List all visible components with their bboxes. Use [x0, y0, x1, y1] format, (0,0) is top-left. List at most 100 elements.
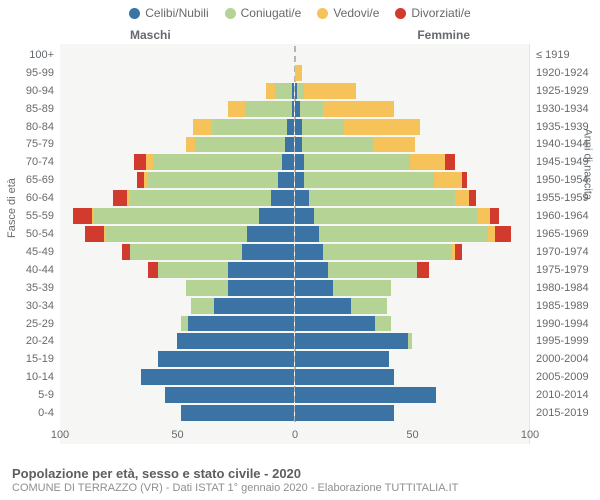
x-tick: 100 [521, 429, 539, 441]
bar-male-coniugati [181, 316, 188, 332]
bar-male-divorziati [134, 154, 146, 170]
bar-male-celibi [181, 405, 294, 421]
age-label: 70-74 [0, 153, 58, 171]
bar-male-coniugati [130, 190, 271, 206]
bar-female-celibi [295, 226, 319, 242]
legend: Celibi/Nubili Coniugati/e Vedovi/e Divorzia… [0, 6, 600, 22]
birth-label: 2010-2014 [532, 386, 600, 404]
bar-male-divorziati [85, 226, 104, 242]
bar-male-celibi [158, 351, 294, 367]
bar-male-coniugati [148, 172, 277, 188]
pyramid-row [60, 279, 529, 297]
birth-label: 1925-1929 [532, 82, 600, 100]
age-label: 75-79 [0, 136, 58, 154]
birth-label: ≤ 1919 [532, 46, 600, 64]
age-label: 30-34 [0, 297, 58, 315]
bar-male-celibi [188, 316, 294, 332]
bar-female-coniugati [333, 280, 392, 296]
chart-area: 10050050100 [60, 44, 530, 444]
birth-label: 1945-1949 [532, 153, 600, 171]
birth-label: 1995-1999 [532, 332, 600, 350]
bar-male-divorziati [137, 172, 144, 188]
bar-male-celibi [282, 154, 294, 170]
birth-label: 2000-2004 [532, 350, 600, 368]
bar-female-celibi [295, 119, 302, 135]
bar-female-celibi [295, 137, 302, 153]
bar-male-celibi [177, 333, 295, 349]
bar-female-vedovi [304, 83, 356, 99]
bar-female-celibi [295, 208, 314, 224]
bar-male-coniugati [275, 83, 291, 99]
birth-label: 2015-2019 [532, 404, 600, 422]
age-label: 25-29 [0, 315, 58, 333]
bar-female-vedovi [478, 208, 490, 224]
bar-male-coniugati [212, 119, 287, 135]
bar-male-vedovi [144, 172, 149, 188]
bar-male-celibi [259, 208, 294, 224]
pyramid-row [60, 118, 529, 136]
x-axis: 10050050100 [60, 424, 529, 444]
bar-female-vedovi [410, 154, 445, 170]
bar-female-coniugati [302, 119, 344, 135]
bar-female-celibi [295, 190, 309, 206]
chart-subtitle: COMUNE DI TERRAZZO (VR) - Dati ISTAT 1° … [12, 482, 588, 494]
birth-label: 1935-1939 [532, 118, 600, 136]
birth-label: 1975-1979 [532, 261, 600, 279]
birth-axis: ≤ 19191920-19241925-19291930-19341935-19… [532, 44, 600, 444]
bar-male-divorziati [148, 262, 157, 278]
age-label: 10-14 [0, 368, 58, 386]
bar-female-celibi [295, 172, 304, 188]
bar-female-vedovi [455, 190, 469, 206]
label-female: Femmine [417, 28, 470, 42]
age-label: 50-54 [0, 225, 58, 243]
bar-male-vedovi [127, 190, 129, 206]
age-label: 60-64 [0, 189, 58, 207]
birth-label: 1965-1969 [532, 225, 600, 243]
age-label: 90-94 [0, 82, 58, 100]
age-label: 20-24 [0, 332, 58, 350]
x-tick: 50 [406, 429, 418, 441]
legend-label: Coniugati/e [241, 6, 302, 20]
legend-item: Divorziati/e [395, 6, 470, 20]
birth-label: 1980-1984 [532, 279, 600, 297]
bar-male-vedovi [104, 226, 106, 242]
bar-male-divorziati [73, 208, 92, 224]
pyramid-row [60, 64, 529, 82]
birth-label: 1970-1974 [532, 243, 600, 261]
pyramid-row [60, 153, 529, 171]
pyramid-row [60, 46, 529, 64]
bar-female-coniugati [297, 83, 304, 99]
birth-label: 2005-2009 [532, 368, 600, 386]
bar-female-coniugati [302, 137, 373, 153]
bar-female-divorziati [462, 172, 467, 188]
birth-label: 1940-1944 [532, 136, 600, 154]
age-label: 80-84 [0, 118, 58, 136]
legend-item: Celibi/Nubili [129, 6, 208, 20]
age-label: 45-49 [0, 243, 58, 261]
bar-male-vedovi [92, 208, 94, 224]
bar-female-divorziati [455, 244, 462, 260]
age-label: 65-69 [0, 171, 58, 189]
bar-female-celibi [295, 369, 394, 385]
pyramid-row [60, 297, 529, 315]
bar-female-divorziati [495, 226, 511, 242]
bar-female-celibi [295, 154, 304, 170]
legend-label: Vedovi/e [333, 6, 379, 20]
age-axis: 100+95-9990-9485-8980-8475-7970-7465-696… [0, 44, 58, 444]
pyramid-row [60, 368, 529, 386]
bar-female-celibi [295, 405, 394, 421]
bar-female-celibi [295, 387, 436, 403]
bar-male-celibi [287, 119, 294, 135]
age-label: 100+ [0, 46, 58, 64]
bar-male-vedovi [186, 137, 195, 153]
label-male: Maschi [130, 28, 171, 42]
bar-male-celibi [141, 369, 294, 385]
bar-male-coniugati [191, 298, 215, 314]
pyramid-row [60, 189, 529, 207]
pyramid-row [60, 261, 529, 279]
age-label: 5-9 [0, 386, 58, 404]
birth-label: 1920-1924 [532, 64, 600, 82]
bar-female-celibi [295, 333, 408, 349]
bar-male-celibi [292, 101, 294, 117]
bar-male-coniugati [94, 208, 259, 224]
